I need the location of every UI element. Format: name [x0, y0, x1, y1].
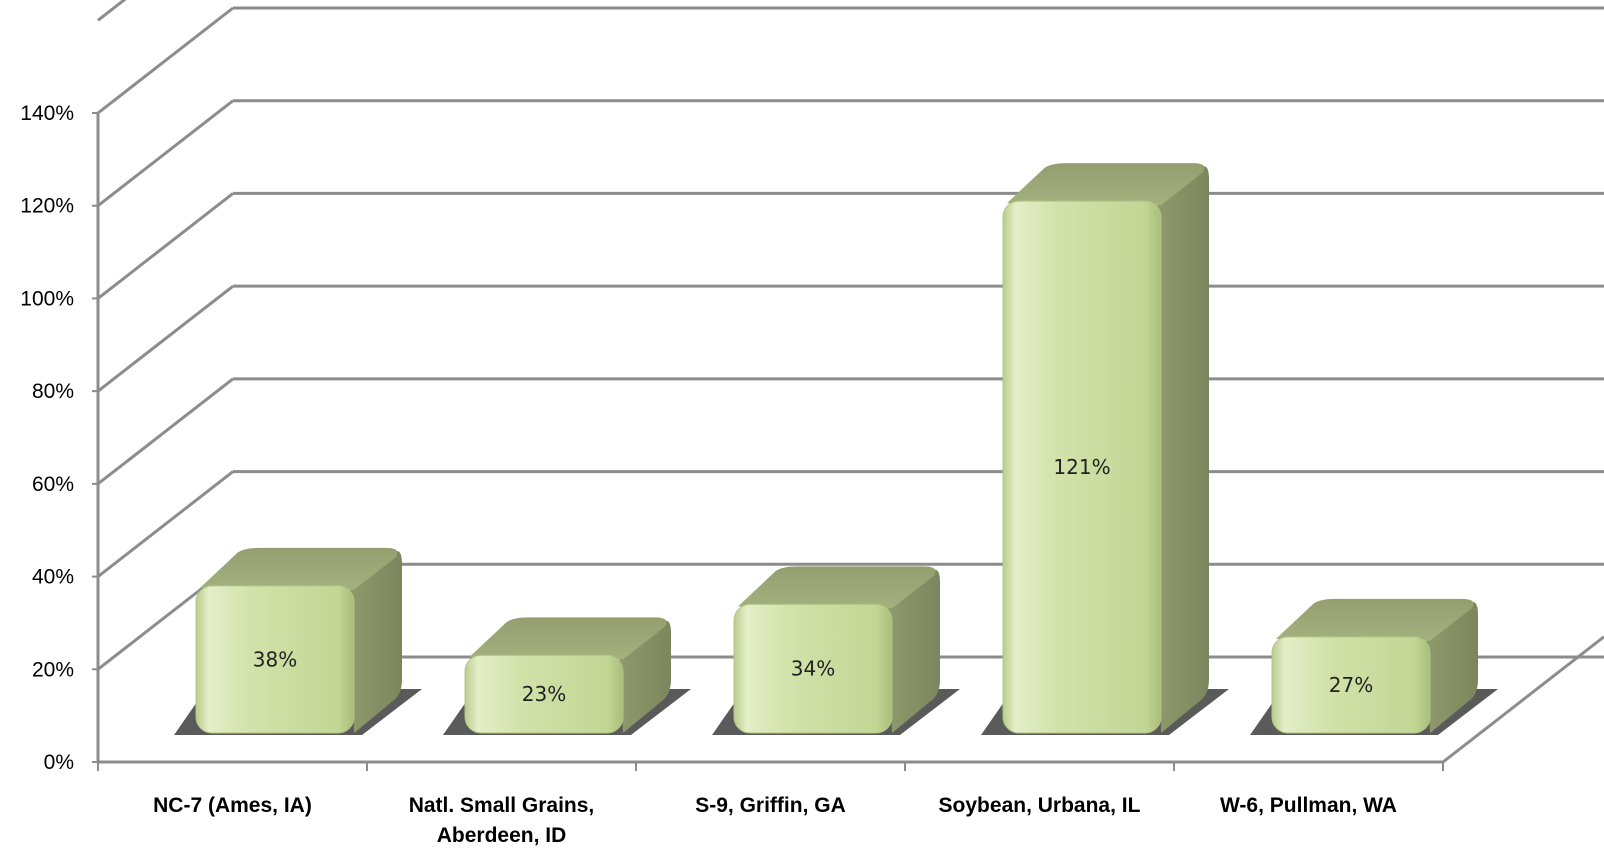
y-tick-label: 40%: [32, 566, 74, 589]
bar: [712, 566, 960, 735]
bar-front: [1271, 636, 1431, 734]
bar-top: [1276, 598, 1474, 641]
bar-top: [200, 547, 398, 590]
x-category-label: W-6, Pullman, WA: [1220, 794, 1397, 817]
bar-data-label: 27%: [1329, 673, 1373, 697]
y-tick-label: 80%: [32, 380, 74, 403]
gridline-side: [97, 0, 127, 22]
bar: [443, 617, 691, 735]
y-tick-label: 100%: [20, 287, 74, 310]
bar-front: [733, 603, 893, 734]
x-category-label: Natl. Small Grains, Aberdeen, ID: [409, 794, 595, 847]
y-tick-label: 60%: [32, 473, 74, 496]
bar-front: [1002, 200, 1162, 734]
x-category-label: Soybean, Urbana, IL: [939, 794, 1141, 817]
bar: [1250, 598, 1498, 735]
x-category-label: NC-7 (Ames, IA): [153, 794, 312, 817]
floor-right-edge: [1442, 635, 1604, 764]
bars: [174, 163, 1498, 735]
gridline-side: [97, 377, 234, 486]
bar-side: [350, 551, 402, 733]
gridline-side: [97, 99, 234, 207]
x-category-label: S-9, Griffin, GA: [695, 794, 846, 817]
labels: 38% NC-7 (Ames, IA) 23% Natl. Small Grains,…: [153, 455, 1397, 847]
y-tick-label: 0%: [44, 751, 74, 774]
bar-data-label: 34%: [791, 657, 835, 681]
gridline-side: [97, 470, 234, 578]
bar-data-label: 23%: [522, 682, 566, 706]
bar-data-label: 121%: [1053, 455, 1110, 479]
bar-front: [195, 585, 355, 734]
bar-top: [1007, 163, 1205, 206]
gridline-side: [97, 6, 234, 115]
y-tick-label: 140%: [20, 102, 74, 125]
y-tick-label: 20%: [32, 658, 74, 681]
gridline-side: [97, 284, 234, 393]
y-tick-label: 120%: [20, 195, 74, 218]
gridlines: [97, 0, 1604, 764]
bar-side: [1157, 166, 1209, 733]
bar-top: [469, 617, 667, 660]
bar-data-label: 38%: [253, 647, 297, 671]
bar-side: [888, 569, 940, 733]
axes: 0% 20% 40% 60% 80% 100% 120% 140%: [20, 102, 1444, 774]
gridline-side: [97, 192, 234, 300]
bar-front: [464, 654, 624, 734]
bar-top: [738, 566, 936, 609]
bar-side: [1426, 602, 1478, 733]
bar: [981, 163, 1229, 735]
bar: [174, 547, 422, 735]
